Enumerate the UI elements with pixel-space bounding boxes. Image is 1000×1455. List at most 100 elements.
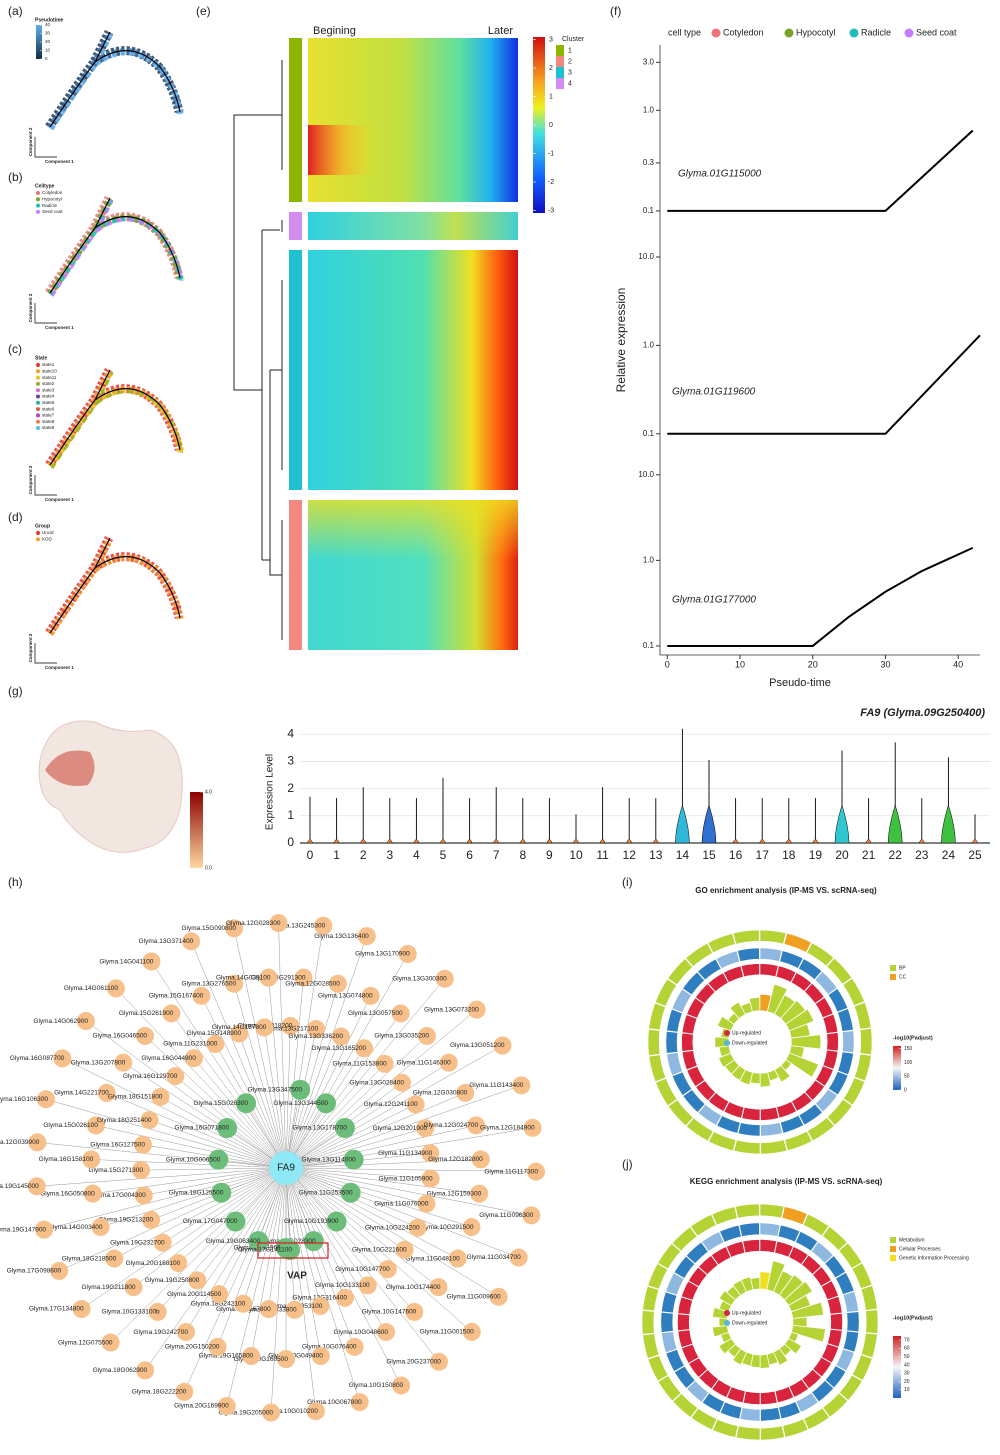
node [306, 1402, 325, 1421]
chart-title: GO enrichment analysis (IP-MS VS. scRNA-… [695, 886, 877, 895]
heatmap-block [308, 212, 518, 240]
edge [81, 1167, 287, 1310]
colorbar-tick-label: -1 [548, 150, 554, 157]
node-label: Glyma.13G291300 [251, 974, 306, 981]
legend-swatch [849, 28, 859, 38]
edge [285, 1159, 481, 1169]
node-label: Glyma.10G067800 [307, 1399, 362, 1406]
edge [285, 978, 445, 1169]
node [106, 979, 125, 998]
legend-label: Genetic Information Processing [899, 1255, 969, 1261]
term-ring [838, 1374, 863, 1401]
up-ring [707, 972, 729, 993]
node-label: Glyma.20G169900 [174, 1403, 229, 1410]
count-ring [719, 1401, 743, 1420]
node-label: Glyma.15G026300 [193, 1100, 248, 1107]
panel-label: (d) [8, 510, 23, 524]
panel-label: (i) [622, 875, 633, 889]
edge [233, 928, 287, 1169]
node-label: Glyma.18G062900 [93, 1367, 148, 1374]
up-ring [826, 1296, 843, 1315]
edge [285, 1167, 499, 1298]
node-label: Glyma.14G221700 [54, 1090, 109, 1097]
edge [285, 1167, 439, 1288]
violin-body [786, 838, 792, 844]
up-ring [775, 965, 797, 983]
count-ring [671, 988, 692, 1013]
violin-body [466, 838, 473, 844]
node [281, 1016, 300, 1035]
legend-swatch [890, 1255, 896, 1261]
x-tick-label: 14 [676, 848, 690, 862]
node [493, 1036, 512, 1055]
legend-title: cell type [668, 27, 701, 37]
rich-bar [792, 1316, 808, 1327]
up-ring [695, 1080, 716, 1102]
edge [193, 1058, 287, 1169]
node-label: Glyma.10G076400 [302, 1344, 357, 1351]
colorbar-tick-label: 0.0 [205, 865, 212, 871]
edge [285, 1085, 522, 1169]
edge [285, 977, 304, 1169]
node [509, 1248, 528, 1267]
term-ring [707, 933, 736, 954]
up-ring [830, 1313, 843, 1331]
count-ring [701, 1231, 725, 1252]
node-label: Glyma.11G096300 [479, 1212, 533, 1219]
node [140, 1111, 159, 1130]
trajectory-cells [47, 537, 184, 636]
legend-label: 1 [568, 47, 572, 54]
up-ring [726, 1240, 746, 1258]
legend-label: Cellular Processes [899, 1246, 941, 1252]
axis-label: Component 1 [45, 159, 74, 164]
legend-swatch [890, 974, 896, 980]
legend-title: State [35, 355, 47, 361]
colorbar-tick-label: 40 [45, 22, 51, 27]
node [53, 1049, 72, 1068]
colorbar-tick-label: 30 [45, 31, 51, 36]
count-ring [835, 1272, 855, 1295]
edge [285, 1167, 440, 1362]
term-ring [647, 1355, 669, 1382]
node-label: Glyma.13G057500 [348, 1010, 403, 1017]
legend-swatch [556, 56, 564, 67]
up-ring [815, 1065, 834, 1087]
count-ring [674, 1365, 696, 1389]
node [294, 968, 313, 987]
x-tick-label: 1 [333, 848, 340, 862]
node [285, 1300, 304, 1319]
node-label: Glyma.11G048100 [406, 1255, 460, 1262]
node [148, 1302, 167, 1321]
node [175, 1382, 194, 1401]
node [142, 1210, 161, 1229]
legend-label: KOD [42, 536, 53, 541]
y-tick-label: 3.0 [643, 57, 655, 66]
legend-title: Cluster [562, 36, 585, 43]
legend-swatch [36, 375, 40, 380]
node [269, 914, 288, 933]
trajectory-cells [47, 197, 184, 296]
count-ring [665, 1272, 685, 1296]
legend-swatch [36, 400, 40, 405]
edge [238, 1033, 287, 1169]
node-label: Glyma.10G150800 [349, 1382, 404, 1389]
term-ring [860, 1285, 878, 1311]
trajectory-cells [47, 31, 184, 130]
x-tick-label: 20 [835, 848, 849, 862]
node-label: Glyma.16G129700 [123, 1073, 178, 1080]
up-ring [821, 1343, 839, 1364]
node [210, 1285, 229, 1304]
panel-label: (h) [8, 875, 23, 889]
legend-swatch [724, 1320, 730, 1326]
legend-label: Metabolism [899, 1237, 925, 1243]
up-ring [760, 1106, 780, 1121]
legend-swatch [36, 394, 40, 399]
violin-body [759, 838, 765, 844]
heatmap-label: Later [488, 25, 513, 37]
node-label: Glyma.20G168100 [126, 1260, 181, 1267]
up-ring [742, 1239, 760, 1254]
edge [285, 1167, 405, 1251]
y-tick-label: 0 [287, 835, 294, 849]
colorbar [893, 1046, 901, 1090]
trajectory-line [49, 31, 181, 128]
